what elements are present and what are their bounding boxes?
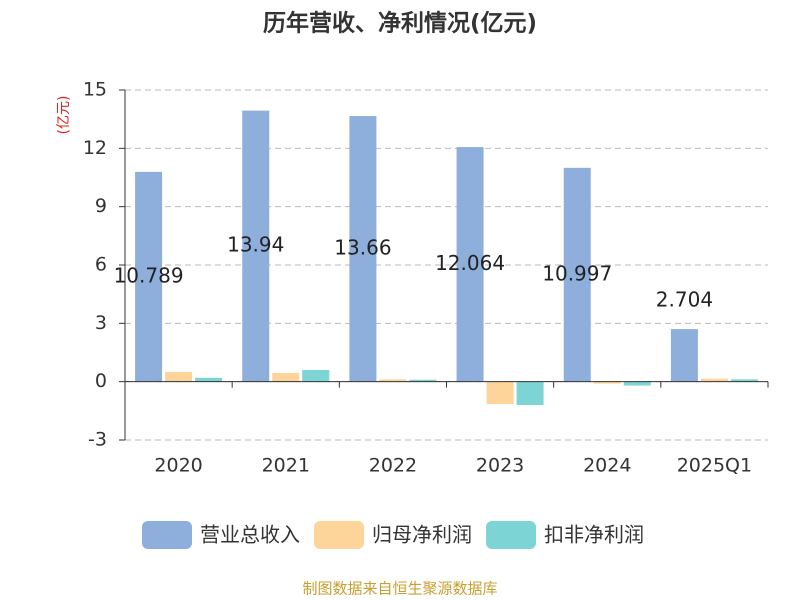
y-axis-label: (亿元)	[56, 96, 72, 135]
bar	[456, 147, 484, 382]
y-tick-label: -3	[88, 429, 107, 451]
source-note: 制图数据来自恒生聚源数据库	[302, 580, 497, 598]
x-tick-label: 2025Q1	[677, 455, 752, 477]
chart-title: 历年营收、净利情况(亿元)	[263, 10, 537, 37]
legend-swatch	[142, 521, 192, 549]
legend-label: 营业总收入	[200, 523, 300, 547]
bar	[700, 378, 728, 382]
bar	[272, 372, 300, 382]
data-label: 13.66	[334, 235, 391, 259]
legend-label: 归母净利润	[372, 523, 472, 547]
bar	[516, 381, 544, 405]
x-tick-label: 2020	[154, 455, 202, 477]
y-tick-label: 12	[83, 137, 107, 159]
y-tick-label: 15	[83, 79, 107, 101]
bar	[135, 171, 163, 382]
bar	[563, 167, 591, 382]
bar	[409, 379, 437, 382]
data-label: 12.064	[435, 251, 505, 275]
legend-swatch	[314, 521, 364, 549]
bar	[670, 329, 698, 382]
bar	[302, 370, 330, 382]
data-label: 10.997	[542, 261, 612, 285]
bar	[730, 379, 758, 382]
y-tick-label: 3	[95, 312, 107, 334]
bar	[165, 371, 193, 382]
bar	[195, 377, 223, 382]
bar	[593, 381, 621, 384]
x-tick-label: 2023	[476, 455, 524, 477]
data-label: 13.94	[227, 233, 284, 257]
y-tick-label: 0	[95, 370, 107, 392]
bar	[379, 379, 407, 382]
bar	[349, 116, 377, 382]
x-tick-label: 2024	[583, 455, 631, 477]
x-tick-label: 2022	[369, 455, 417, 477]
data-label: 10.789	[114, 263, 184, 287]
y-tick-label: 6	[95, 254, 107, 276]
bar	[623, 381, 651, 386]
legend-label: 扣非净利润	[544, 523, 644, 547]
legend-swatch	[486, 521, 536, 549]
bar	[242, 110, 270, 382]
bar	[486, 381, 514, 405]
data-label: 2.704	[656, 288, 713, 312]
y-tick-label: 9	[95, 195, 107, 217]
x-tick-label: 2021	[262, 455, 310, 477]
